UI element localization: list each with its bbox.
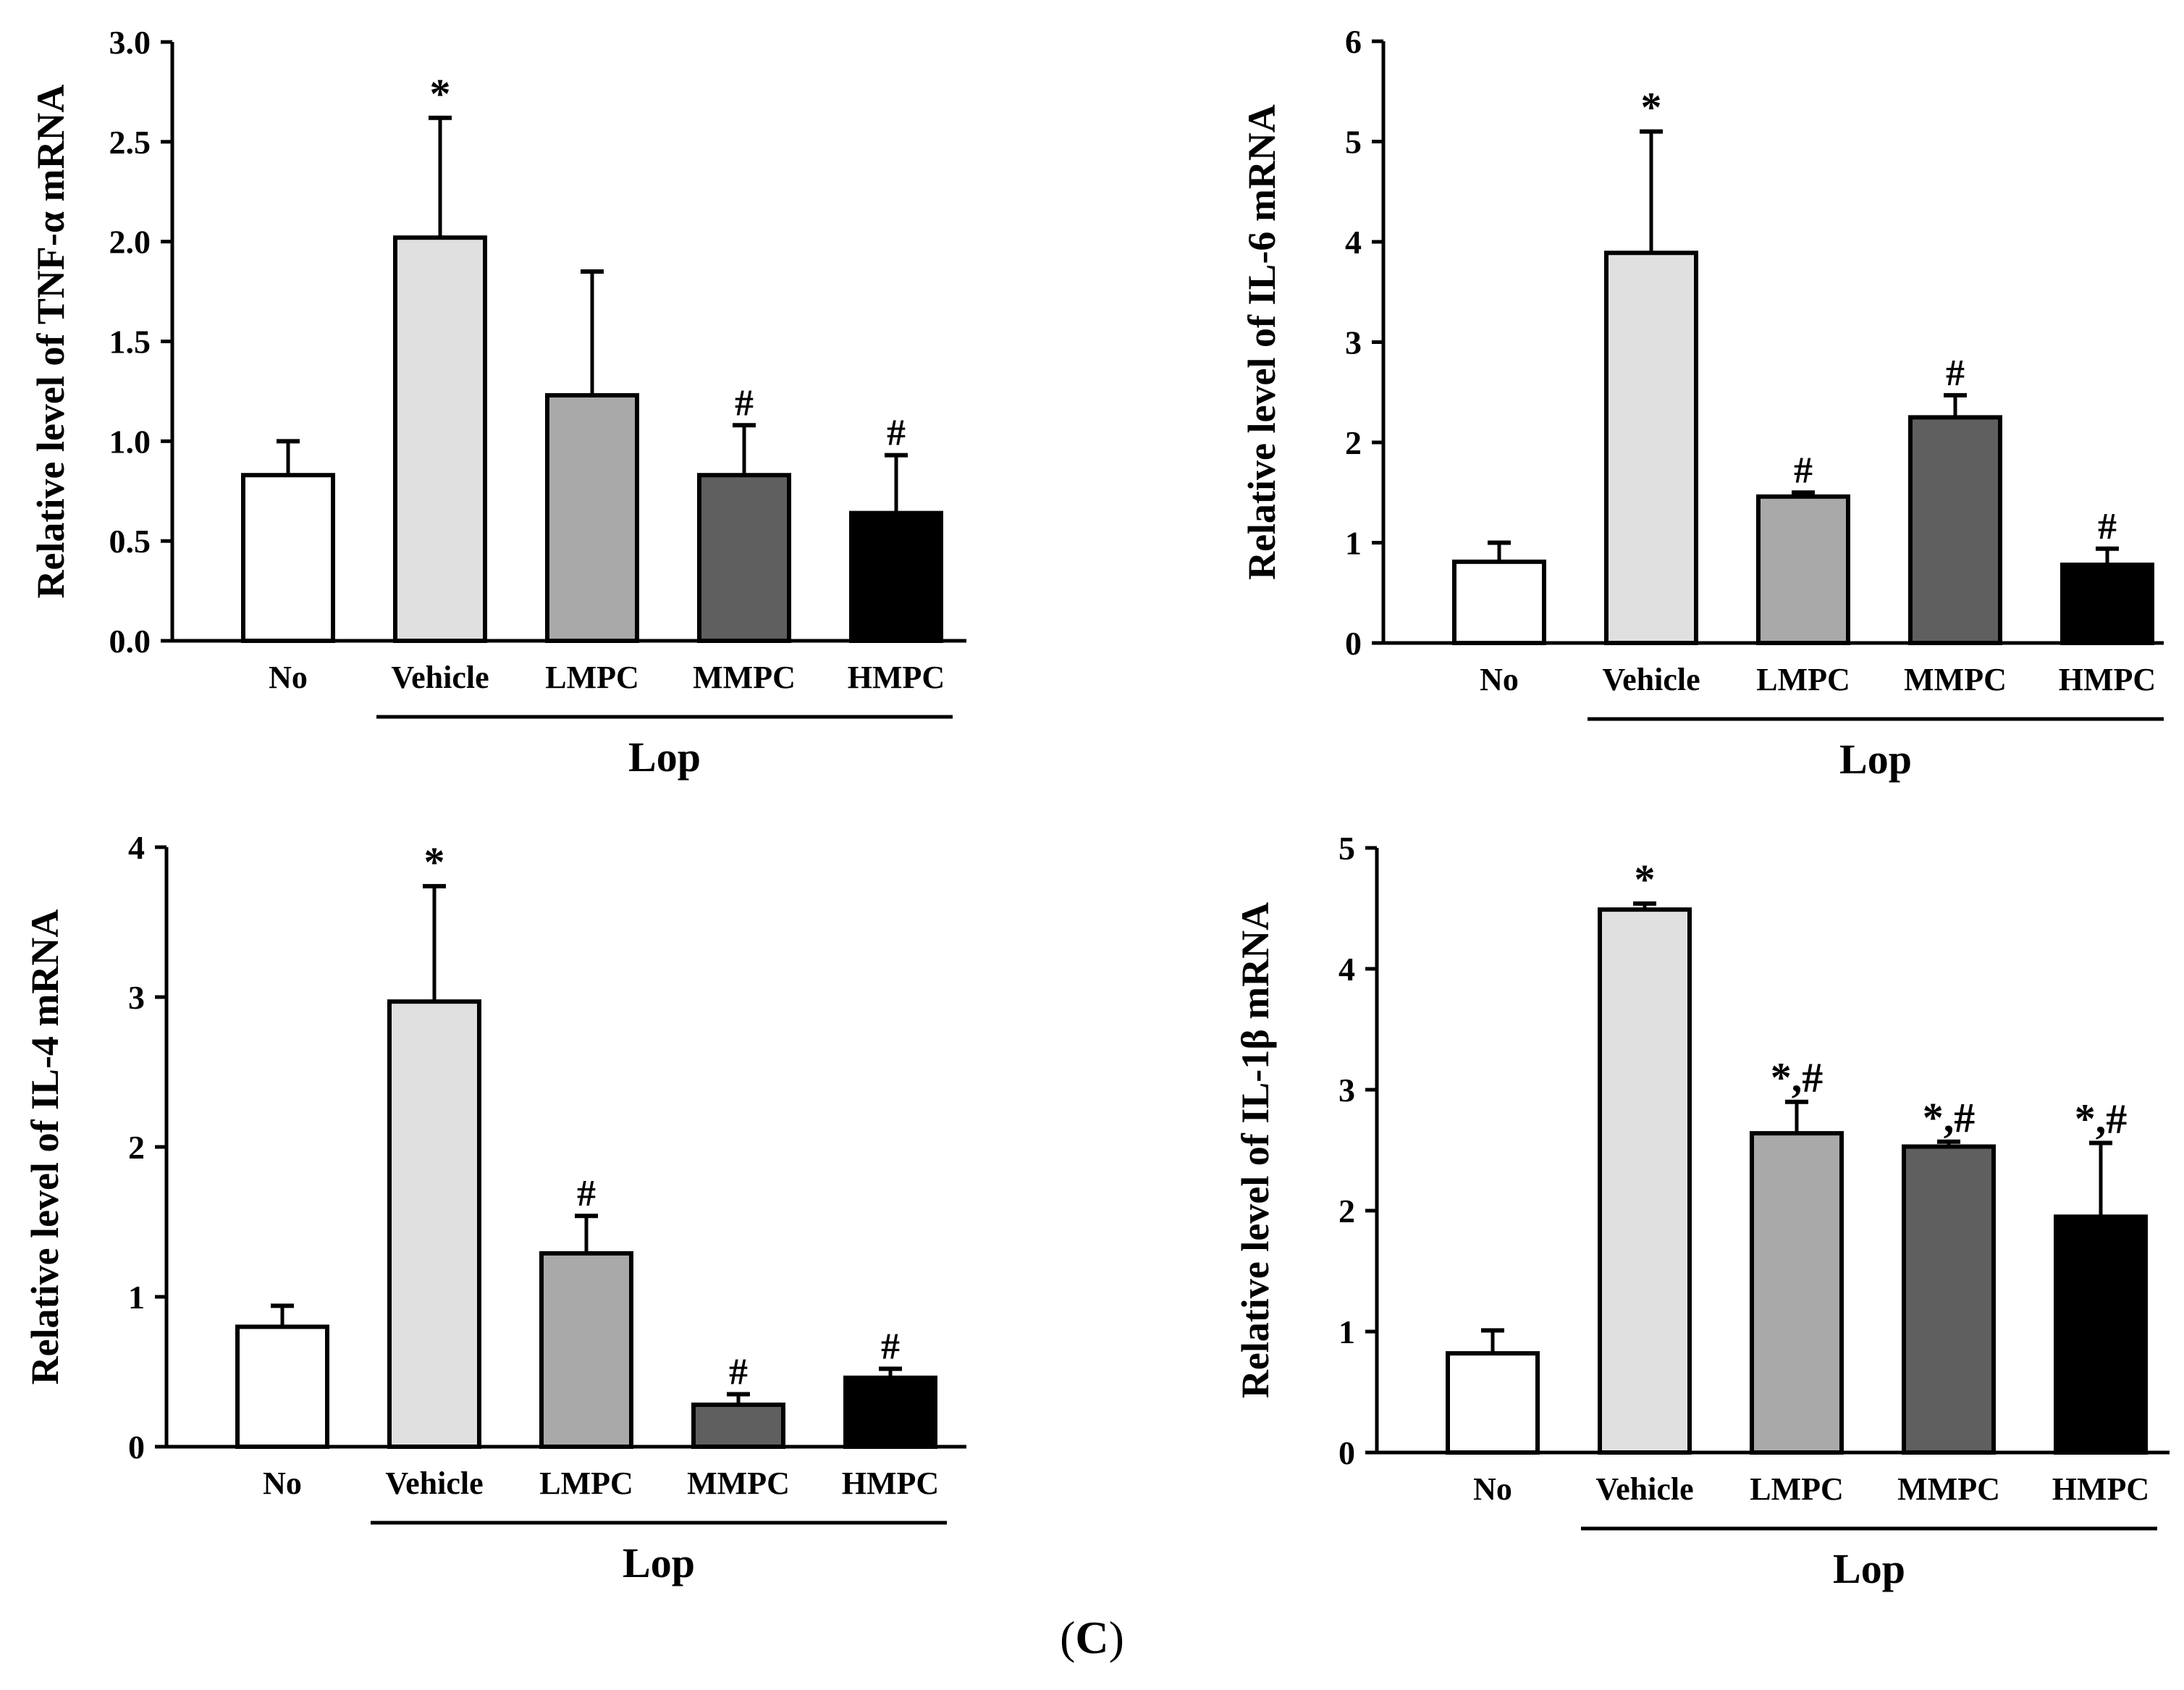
bar-mmpc (697, 473, 791, 643)
y-tick-label: 2.0 (109, 224, 151, 261)
chart-tnf-alpha: 0.0 0.5 1.0 1.5 2.0 2.5 3.0 Relative level of T… (29, 24, 966, 781)
y-tick-label: 2 (1338, 1193, 1355, 1229)
chart-il-1beta: 0 1 2 3 4 5 Relative level of IL-1β mRNA No Vehi… (1234, 830, 2170, 1592)
x-tick-label: Vehicle (385, 1466, 483, 1501)
bar-hmpc (843, 1375, 937, 1450)
y-tick-label: 0.0 (109, 623, 151, 660)
x-tick-label: No (263, 1466, 302, 1501)
x-tick-label: MMPC (1897, 1471, 2000, 1507)
y-tick-label: 4 (1338, 951, 1355, 988)
y-tick-label: 2.5 (109, 124, 151, 161)
y-axis-title: Relative level of IL-6 mRNA (1240, 104, 1283, 580)
bar-hmpc (2054, 1214, 2148, 1455)
significance-mark: *,# (1923, 1094, 1976, 1141)
x-tick-label: LMPC (539, 1466, 633, 1501)
significance-mark: # (729, 1352, 748, 1393)
y-tick-label: 3 (1338, 1072, 1355, 1109)
y-tick-label: 3.0 (109, 24, 151, 61)
significance-mark: # (577, 1173, 596, 1214)
significance-mark: *,# (2075, 1095, 2128, 1142)
y-tick-label: 4 (128, 829, 145, 866)
bar-mmpc (1902, 1144, 1996, 1455)
y-tick-label: 1 (128, 1279, 145, 1316)
significance-mark: # (2098, 506, 2117, 547)
y-tick-label: 4 (1345, 224, 1362, 261)
y-axis-title: Relative level of TNF-α mRNA (29, 85, 72, 599)
significance-mark: # (735, 382, 754, 424)
bar-vehicle (1604, 251, 1698, 645)
significance-mark: # (1794, 450, 1813, 491)
caption-open: ( (1060, 1612, 1076, 1663)
y-tick-label: 5 (1345, 124, 1362, 161)
caption-letter: C (1075, 1612, 1109, 1663)
group-label: Lop (1839, 736, 1912, 783)
bar-vehicle (1598, 907, 1692, 1455)
x-tick-label: No (269, 660, 308, 695)
bar-lmpc (1750, 1131, 1844, 1455)
y-tick-label: 6 (1345, 23, 1362, 60)
x-tick-label: MMPC (693, 660, 796, 695)
bar-lmpc (539, 1250, 633, 1449)
y-tick-label: 2 (1345, 424, 1362, 461)
x-tick-label: LMPC (1756, 662, 1850, 697)
x-tick-label: MMPC (687, 1466, 790, 1501)
chart-il-4: 0 1 2 3 4 Relative level of IL-4 mRNA No Vehicl… (23, 829, 966, 1586)
caption-close: ) (1108, 1612, 1124, 1663)
y-tick-label: 5 (1338, 830, 1355, 867)
bar-hmpc (2060, 562, 2154, 645)
bar-no (235, 1324, 329, 1450)
x-tick-label: No (1473, 1471, 1512, 1507)
bar-lmpc (545, 392, 639, 643)
y-tick-label: 1 (1338, 1313, 1355, 1350)
figure-caption: (C) (0, 1611, 2184, 1665)
x-tick-label: Vehicle (391, 660, 489, 695)
x-tick-label: HMPC (2059, 662, 2156, 697)
y-tick-label: 2 (128, 1129, 145, 1166)
x-tick-label: HMPC (842, 1466, 939, 1501)
bar-mmpc (691, 1403, 785, 1449)
significance-mark: # (881, 1326, 900, 1367)
group-label: Lop (628, 733, 701, 781)
group-label: Lop (1833, 1545, 1905, 1592)
bar-hmpc (849, 510, 943, 643)
y-axis-title: Relative level of IL-1β mRNA (1234, 902, 1277, 1398)
x-tick-label: LMPC (1750, 1471, 1844, 1507)
bar-vehicle (393, 235, 487, 643)
x-tick-label: LMPC (545, 660, 639, 695)
y-tick-label: 0 (1338, 1434, 1355, 1471)
bar-vehicle (387, 999, 481, 1449)
y-tick-label: 1.5 (109, 324, 151, 361)
bar-mmpc (1908, 415, 2002, 645)
chart-il-6: 0 1 2 3 4 5 6 Relative level of IL-6 mRNA No Vehi… (1240, 23, 2164, 783)
significance-mark: *,# (1771, 1054, 1823, 1101)
significance-mark: * (1635, 856, 1656, 903)
bar-no (1452, 559, 1546, 645)
x-tick-label: HMPC (848, 660, 945, 695)
significance-mark: * (1641, 84, 1662, 131)
bar-no (241, 473, 335, 643)
significance-mark: # (887, 413, 906, 454)
x-tick-label: Vehicle (1602, 662, 1700, 697)
significance-mark: * (430, 70, 451, 117)
y-tick-label: 0 (1345, 625, 1362, 662)
y-tick-label: 3 (128, 979, 145, 1016)
x-tick-label: Vehicle (1595, 1471, 1693, 1507)
x-tick-label: No (1480, 662, 1519, 697)
x-tick-label: MMPC (1904, 662, 2007, 697)
y-axis-title: Relative level of IL-4 mRNA (23, 909, 67, 1385)
significance-mark: # (1946, 353, 1965, 394)
significance-mark: * (424, 838, 445, 886)
y-tick-label: 0 (128, 1429, 145, 1466)
bar-no (1446, 1351, 1540, 1455)
y-tick-label: 1 (1345, 525, 1362, 562)
y-tick-label: 1.0 (109, 423, 151, 460)
bar-lmpc (1756, 494, 1850, 645)
group-label: Lop (623, 1539, 695, 1586)
y-tick-label: 0.5 (109, 523, 151, 560)
x-tick-label: HMPC (2052, 1471, 2149, 1507)
y-tick-label: 3 (1345, 324, 1362, 361)
